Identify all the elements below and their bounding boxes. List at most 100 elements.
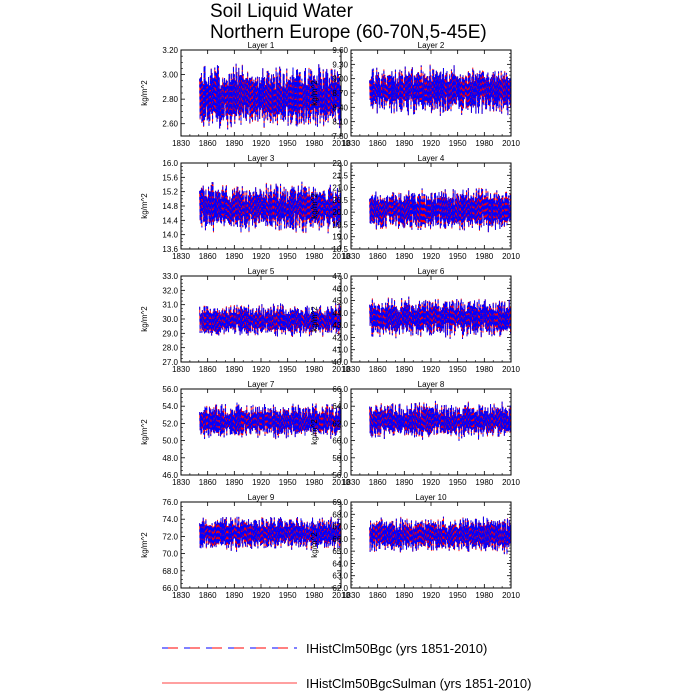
y-tick-label: 66.0 [162, 584, 178, 593]
panel-title: Layer 2 [418, 41, 445, 50]
plot-frame [350, 388, 512, 476]
plot-frame [180, 49, 342, 137]
y-tick-label: 21.0 [332, 184, 348, 193]
x-tick-label: 2010 [332, 591, 350, 600]
series-line-bgc [199, 402, 342, 440]
y-axis-label: kg/m^2 [140, 532, 149, 558]
panel-5: Layer 5 kg/m^2 1830 1860 1890 1920 1950 1980 201… [140, 267, 350, 374]
y-axis-label: kg/m^2 [140, 80, 149, 106]
y-tick-label: 62.0 [332, 419, 348, 428]
panel-title: Layer 6 [418, 267, 445, 276]
y-tick-label: 62.0 [332, 584, 348, 593]
y-tick-label: 19.5 [332, 220, 348, 229]
series-line-bgc [369, 296, 512, 340]
y-tick-label: 8.10 [332, 118, 348, 127]
y-axis-label: kg/m^2 [310, 532, 319, 558]
y-tick-label: 33.0 [162, 272, 178, 281]
y-tick-label: 48.0 [162, 454, 178, 463]
y-tick-label: 9.30 [332, 60, 348, 69]
y-tick-label: 14.0 [162, 231, 178, 240]
x-tick-label: 1890 [395, 365, 413, 374]
x-tick-label: 1980 [475, 478, 493, 487]
y-tick-label: 7.80 [332, 132, 348, 141]
x-tick-label: 1890 [395, 252, 413, 261]
y-axis-label: kg/m^2 [140, 193, 149, 219]
series-line-bgc [199, 516, 342, 552]
x-tick-label: 1890 [225, 365, 243, 374]
x-tick-label: 1950 [279, 365, 297, 374]
y-tick-label: 68.0 [332, 510, 348, 519]
x-tick-label: 1860 [199, 139, 217, 148]
panel-4: Layer 4 kg/m^2 1830 1860 1890 1920 1950 1980 201… [310, 154, 520, 261]
series-line-bgc [369, 516, 512, 555]
y-tick-label: 50.0 [162, 437, 178, 446]
panel-title: Layer 4 [418, 154, 445, 163]
x-tick-label: 1890 [225, 478, 243, 487]
y-tick-label: 66.0 [332, 535, 348, 544]
legend-label-series-2: IHistClm50BgcSulman (yrs 1851-2010) [306, 676, 531, 691]
plot-frame [350, 49, 512, 137]
y-tick-label: 76.0 [162, 498, 178, 507]
x-tick-label: 1830 [342, 365, 360, 374]
y-tick-label: 44.0 [332, 309, 348, 318]
panel-9: Layer 9 kg/m^2 1830 1860 1890 1920 1950 1980 201… [140, 493, 350, 600]
x-tick-label: 1920 [252, 139, 270, 148]
x-tick-label: 2010 [502, 252, 520, 261]
series-line-bgc [199, 63, 342, 130]
x-tick-label: 1860 [369, 252, 387, 261]
y-tick-label: 74.0 [162, 515, 178, 524]
x-tick-label: 1920 [422, 478, 440, 487]
y-tick-label: 43.0 [332, 321, 348, 330]
y-tick-label: 20.5 [332, 196, 348, 205]
x-tick-label: 1830 [342, 478, 360, 487]
x-tick-label: 1920 [252, 365, 270, 374]
x-tick-label: 1890 [395, 139, 413, 148]
y-tick-label: 27.0 [162, 358, 178, 367]
y-tick-label: 22.0 [332, 159, 348, 168]
x-tick-label: 1950 [449, 478, 467, 487]
panel-1: Layer 1 kg/m^2 1830 1860 1890 1920 1950 1980 201… [140, 41, 350, 148]
y-tick-label: 63.0 [332, 572, 348, 581]
panel-8: Layer 8 kg/m^2 1830 1860 1890 1920 1950 1980 201… [310, 380, 520, 487]
x-tick-label: 2010 [332, 252, 350, 261]
series-line-sulman [369, 187, 512, 233]
x-tick-label: 1860 [369, 591, 387, 600]
y-tick-label: 20.0 [332, 208, 348, 217]
y-tick-label: 40.0 [332, 358, 348, 367]
y-axis-label: kg/m^2 [140, 419, 149, 445]
x-tick-label: 1980 [475, 591, 493, 600]
y-tick-label: 19.0 [332, 233, 348, 242]
panel-3: Layer 3 kg/m^2 1830 1860 1890 1920 1950 1980 201… [140, 154, 350, 261]
panel-title: Layer 9 [248, 493, 275, 502]
series-line-bgc [369, 64, 512, 116]
x-tick-label: 1830 [172, 591, 190, 600]
x-tick-label: 1830 [172, 139, 190, 148]
x-tick-label: 1920 [422, 591, 440, 600]
x-tick-label: 1980 [305, 139, 323, 148]
y-tick-label: 3.00 [162, 71, 178, 80]
y-tick-label: 8.70 [332, 89, 348, 98]
y-tick-label: 41.0 [332, 346, 348, 355]
x-tick-label: 2010 [502, 365, 520, 374]
x-tick-label: 1860 [369, 365, 387, 374]
y-tick-label: 3.20 [162, 46, 178, 55]
plot-frame [350, 162, 512, 250]
x-tick-label: 1950 [449, 591, 467, 600]
y-tick-label: 64.0 [332, 559, 348, 568]
x-tick-label: 1920 [252, 252, 270, 261]
x-tick-label: 1890 [225, 591, 243, 600]
panel-title: Layer 5 [248, 267, 275, 276]
x-tick-label: 1980 [305, 252, 323, 261]
y-tick-label: 64.0 [332, 402, 348, 411]
x-tick-label: 1860 [199, 478, 217, 487]
y-tick-label: 45.0 [332, 297, 348, 306]
x-tick-label: 1830 [172, 365, 190, 374]
x-tick-label: 1860 [199, 591, 217, 600]
y-axis-label: kg/m^2 [310, 80, 319, 106]
y-tick-label: 67.0 [332, 523, 348, 532]
y-tick-label: 47.0 [332, 272, 348, 281]
x-tick-label: 1830 [342, 252, 360, 261]
x-tick-label: 1890 [225, 139, 243, 148]
x-tick-label: 1830 [172, 478, 190, 487]
y-tick-label: 15.6 [162, 173, 178, 182]
